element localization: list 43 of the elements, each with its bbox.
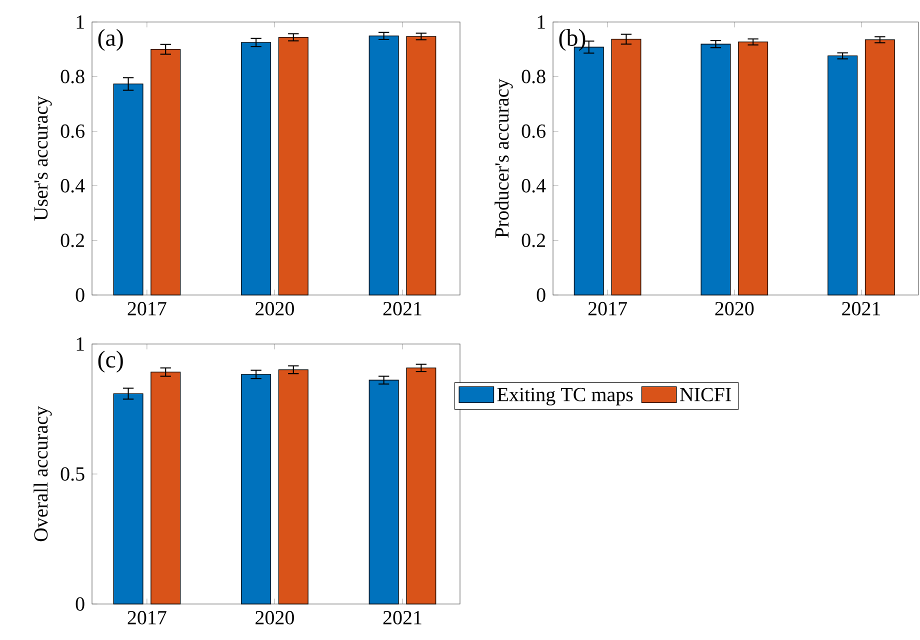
bar (406, 36, 436, 296)
legend-label: NICFI (680, 388, 731, 402)
bar (241, 42, 272, 296)
bar (368, 36, 399, 296)
bar (406, 368, 436, 604)
legend-label: Exiting TC maps (497, 388, 633, 406)
x-tick-label: 2021 (383, 610, 422, 624)
y-tick-label: 0.4 (522, 179, 546, 193)
y-tick-label: 0 (76, 597, 84, 611)
y-tick-label: 0 (76, 288, 84, 302)
y-tick-label: 0.6 (522, 124, 546, 138)
y-tick-label: 0.8 (522, 70, 546, 84)
y-axis-title: Producer's accuracy (494, 78, 513, 238)
y-tick-label: 0.5 (60, 467, 84, 481)
bar (278, 369, 308, 604)
bar (241, 374, 272, 604)
x-tick-label: 2017 (588, 302, 627, 316)
annotation: (a) (98, 29, 123, 51)
y-axis-title: User's accuracy (34, 96, 52, 221)
x-tick-label: 2021 (842, 302, 880, 316)
x-tick-label: 2020 (715, 302, 754, 316)
y-tick-label: 0.4 (60, 179, 85, 193)
x-tick-label: 2021 (383, 302, 422, 316)
bar (150, 48, 181, 296)
y-tick-label: 1 (76, 15, 84, 29)
annotation: (b) (559, 29, 586, 51)
y-tick-label: 0.2 (522, 234, 545, 248)
y-tick-label: 1 (76, 337, 84, 351)
x-tick-label: 2017 (128, 610, 166, 624)
y-tick-label: 1 (538, 15, 545, 29)
x-tick-label: 2020 (256, 302, 294, 316)
y-tick-label: 0.6 (60, 124, 84, 138)
bar (150, 372, 181, 604)
bar (368, 380, 399, 604)
y-tick-label: 0.8 (60, 70, 84, 84)
y-tick-label: 0 (536, 288, 546, 302)
x-tick-label: 2017 (128, 302, 166, 316)
annotation: (c) (98, 350, 123, 373)
y-tick-label: 0.2 (60, 234, 84, 248)
x-tick-label: 2020 (256, 610, 294, 624)
bar (113, 393, 144, 604)
bar (278, 36, 308, 296)
y-axis-title: Overall accuracy (34, 406, 52, 542)
